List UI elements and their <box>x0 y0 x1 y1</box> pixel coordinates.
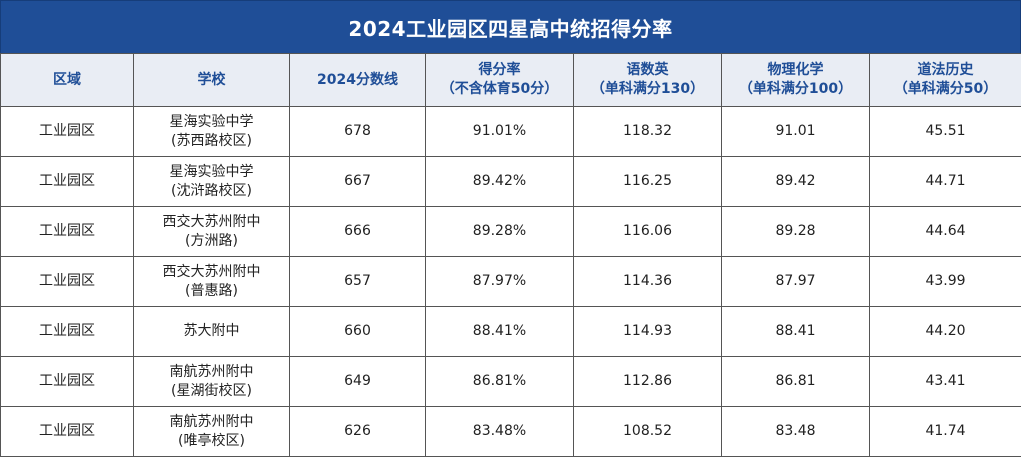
cell-school: 南航苏州附中 (星湖街校区) <box>133 356 290 407</box>
school-name: 星海实验中学 <box>169 163 254 180</box>
header-label: 学校 <box>197 71 226 88</box>
header-label: 2024分数线 <box>317 71 398 88</box>
header-sublabel: （单科满分130） <box>590 81 705 97</box>
table-row: 工业园区 西交大苏州附中 (普惠路) 657 87.97% 114.36 87.97 43.9… <box>0 256 1021 307</box>
cell-cutoff: 626 <box>289 406 426 457</box>
cell-score-rate: 83.48% <box>425 406 574 457</box>
cell-region: 工业园区 <box>0 306 134 357</box>
header-physics-chemistry: 物理化学 （单科满分100） <box>721 53 870 107</box>
school-campus: (苏西路校区) <box>171 132 252 149</box>
header-sublabel: （单科满分100） <box>738 81 853 97</box>
cell-politics-history: 45.51 <box>869 106 1021 157</box>
table-row: 工业园区 南航苏州附中 (星湖街校区) 649 86.81% 112.86 86.81 43.… <box>0 356 1021 407</box>
header-score-rate: 得分率 （不含体育50分） <box>425 53 574 107</box>
cell-physics-chemistry: 83.48 <box>721 406 870 457</box>
cell-politics-history: 44.71 <box>869 156 1021 207</box>
cell-school: 西交大苏州附中 (普惠路) <box>133 256 290 307</box>
header-sublabel: （单科满分50） <box>893 81 998 97</box>
cell-physics-chemistry: 86.81 <box>721 356 870 407</box>
cell-physics-chemistry: 89.28 <box>721 206 870 257</box>
cell-school: 苏大附中 <box>133 306 290 357</box>
cell-physics-chemistry: 91.01 <box>721 106 870 157</box>
header-cutoff: 2024分数线 <box>289 53 426 107</box>
cell-region: 工业园区 <box>0 106 134 157</box>
score-table: 区域 学校 2024分数线 得分率 （不含体育50分） 语数英 （单科满分130… <box>0 53 1021 457</box>
cell-score-rate: 87.97% <box>425 256 574 307</box>
header-school: 学校 <box>133 53 290 107</box>
header-region: 区域 <box>0 53 134 107</box>
cell-physics-chemistry: 87.97 <box>721 256 870 307</box>
header-label: 物理化学 <box>767 62 824 78</box>
cell-chinese-math-english: 116.25 <box>573 156 722 207</box>
school-campus: (唯亭校区) <box>178 432 245 449</box>
school-campus: (方洲路) <box>185 232 238 249</box>
cell-region: 工业园区 <box>0 206 134 257</box>
cell-cutoff: 666 <box>289 206 426 257</box>
cell-score-rate: 91.01% <box>425 106 574 157</box>
cell-score-rate: 89.28% <box>425 206 574 257</box>
table-row: 工业园区 西交大苏州附中 (方洲路) 666 89.28% 116.06 89.28 44.6… <box>0 206 1021 257</box>
cell-chinese-math-english: 114.93 <box>573 306 722 357</box>
cell-school: 星海实验中学 (沈浒路校区) <box>133 156 290 207</box>
cell-score-rate: 88.41% <box>425 306 574 357</box>
cell-physics-chemistry: 88.41 <box>721 306 870 357</box>
cell-region: 工业园区 <box>0 356 134 407</box>
header-chinese-math-english: 语数英 （单科满分130） <box>573 53 722 107</box>
cell-politics-history: 43.41 <box>869 356 1021 407</box>
cell-politics-history: 44.64 <box>869 206 1021 257</box>
cell-cutoff: 667 <box>289 156 426 207</box>
school-name: 南航苏州附中 <box>169 413 254 430</box>
school-name: 西交大苏州附中 <box>162 263 261 280</box>
cell-score-rate: 89.42% <box>425 156 574 207</box>
header-politics-history: 道法历史 （单科满分50） <box>869 53 1021 107</box>
cell-cutoff: 678 <box>289 106 426 157</box>
header-label: 区域 <box>53 71 81 88</box>
cell-score-rate: 86.81% <box>425 356 574 407</box>
cell-physics-chemistry: 89.42 <box>721 156 870 207</box>
header-label: 得分率 <box>478 62 521 78</box>
cell-school: 西交大苏州附中 (方洲路) <box>133 206 290 257</box>
table-row: 工业园区 星海实验中学 (沈浒路校区) 667 89.42% 116.25 89.42 44.… <box>0 156 1021 207</box>
header-sublabel: （不含体育50分） <box>440 81 559 97</box>
school-name: 西交大苏州附中 <box>162 213 261 230</box>
cell-politics-history: 43.99 <box>869 256 1021 307</box>
cell-cutoff: 660 <box>289 306 426 357</box>
cell-cutoff: 649 <box>289 356 426 407</box>
school-name: 南航苏州附中 <box>169 363 254 380</box>
table-row: 工业园区 星海实验中学 (苏西路校区) 678 91.01% 118.32 91.01 45.… <box>0 106 1021 157</box>
cell-chinese-math-english: 108.52 <box>573 406 722 457</box>
school-name: 星海实验中学 <box>169 113 254 130</box>
cell-cutoff: 657 <box>289 256 426 307</box>
cell-school: 南航苏州附中 (唯亭校区) <box>133 406 290 457</box>
cell-chinese-math-english: 116.06 <box>573 206 722 257</box>
table-row: 工业园区 南航苏州附中 (唯亭校区) 626 83.48% 108.52 83.48 41.7… <box>0 406 1021 457</box>
cell-chinese-math-english: 114.36 <box>573 256 722 307</box>
cell-politics-history: 44.20 <box>869 306 1021 357</box>
school-campus: (普惠路) <box>185 282 238 299</box>
cell-region: 工业园区 <box>0 156 134 207</box>
school-campus: (星湖街校区) <box>171 382 252 399</box>
cell-school: 星海实验中学 (苏西路校区) <box>133 106 290 157</box>
cell-region: 工业园区 <box>0 406 134 457</box>
table-title: 2024工业园区四星高中统招得分率 <box>0 0 1021 54</box>
cell-chinese-math-english: 112.86 <box>573 356 722 407</box>
cell-chinese-math-english: 118.32 <box>573 106 722 157</box>
cell-politics-history: 41.74 <box>869 406 1021 457</box>
header-label: 语数英 <box>626 62 669 78</box>
school-name: 苏大附中 <box>183 323 240 339</box>
header-row: 区域 学校 2024分数线 得分率 （不含体育50分） 语数英 （单科满分130… <box>0 53 1021 107</box>
school-campus: (沈浒路校区) <box>171 182 252 199</box>
cell-region: 工业园区 <box>0 256 134 307</box>
table-row: 工业园区 苏大附中 660 88.41% 114.93 88.41 44.20 <box>0 306 1021 357</box>
header-label: 道法历史 <box>917 62 974 78</box>
